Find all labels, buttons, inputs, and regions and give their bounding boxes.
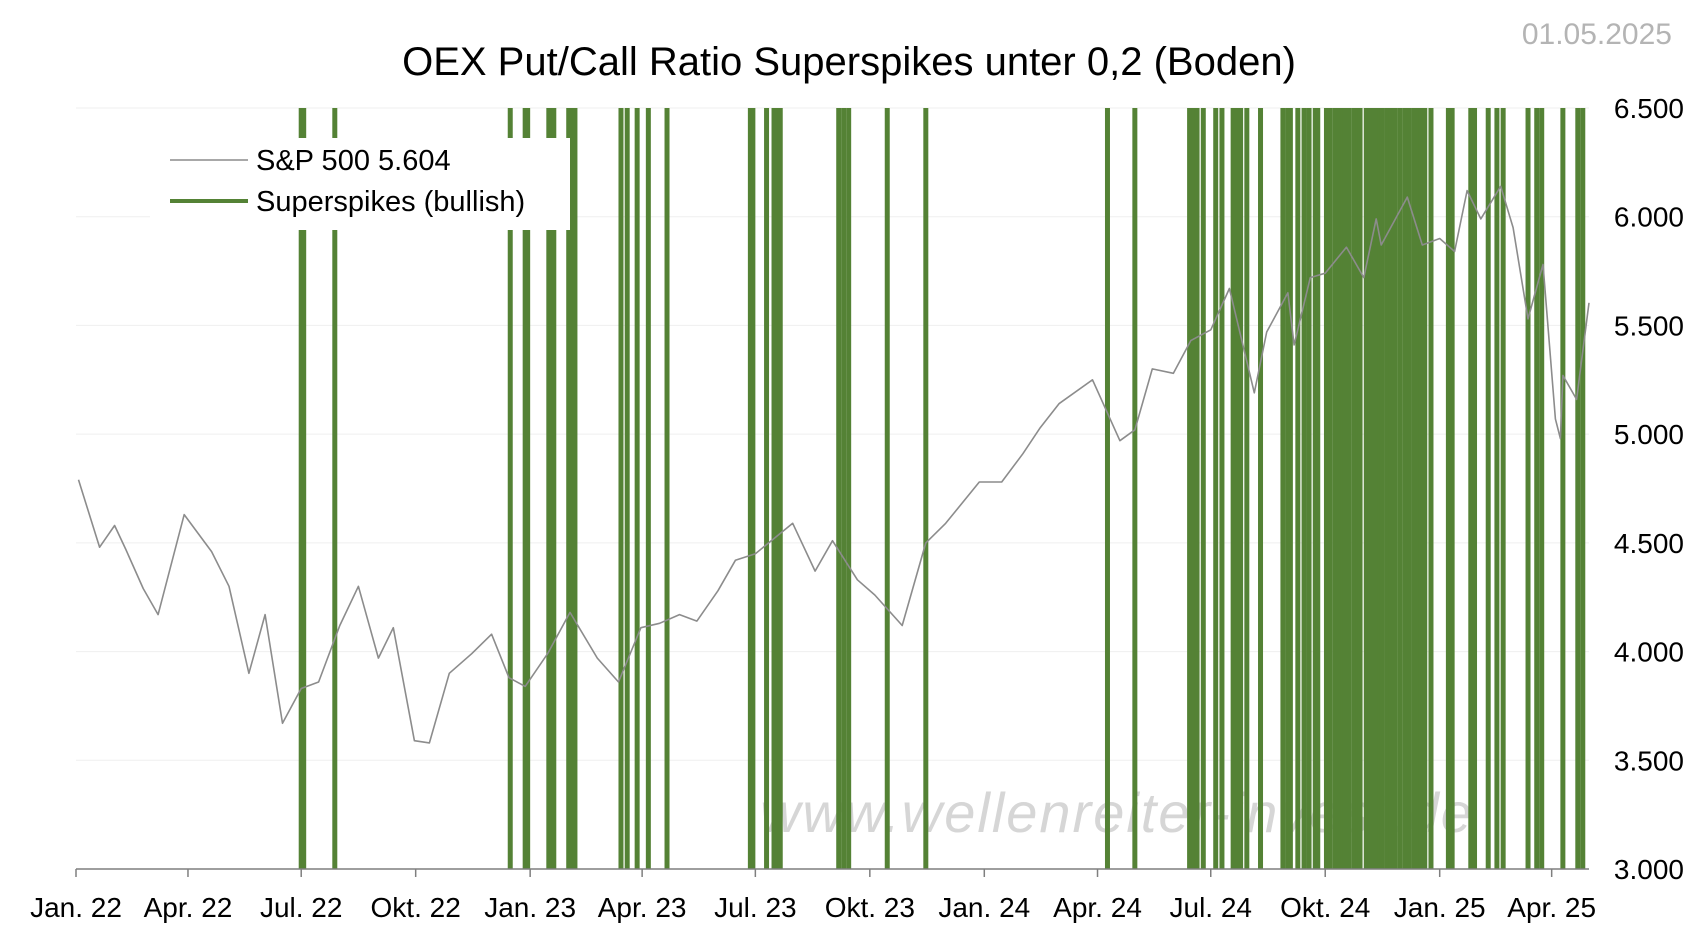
x-tick-label: Apr. 24 (1053, 892, 1142, 923)
y-tick-label: 6.000 (1614, 202, 1684, 233)
x-tick-label: Apr. 22 (144, 892, 233, 923)
y-axis-ticks: 3.000 3.500 4.000 4.500 5.000 5.500 6.000 6.500 (1614, 93, 1684, 885)
legend-label-superspikes: Superspikes (bullish) (256, 186, 525, 218)
y-tick-label: 6.500 (1614, 93, 1684, 124)
x-axis-ticks: Jan. 22 Apr. 22 Jul. 22 Okt. 22 Jan. 23 Apr. … (30, 869, 1596, 923)
x-tick-label: Jan. 24 (938, 892, 1030, 923)
y-tick-label: 5.000 (1614, 419, 1684, 450)
spike-series (298, 108, 1586, 869)
y-tick-label: 4.000 (1614, 637, 1684, 668)
x-tick-label: Apr. 23 (598, 892, 687, 923)
x-tick-label: Jul. 24 (1170, 892, 1253, 923)
x-tick-label: Jan. 23 (484, 892, 576, 923)
sp500-line (77, 185, 1590, 744)
y-tick-label: 3.500 (1614, 745, 1684, 776)
x-tick-label: Okt. 23 (825, 892, 915, 923)
chart-title: OEX Put/Call Ratio Superspikes unter 0,2… (402, 40, 1296, 84)
y-tick-label: 3.000 (1614, 854, 1684, 885)
x-tick-label: Jul. 22 (260, 892, 343, 923)
legend-background (150, 138, 570, 230)
y-tick-label: 4.500 (1614, 528, 1684, 559)
x-tick-label: Jul. 23 (714, 892, 797, 923)
legend: S&P 500 5.604 Superspikes (bullish) (150, 138, 570, 230)
legend-label-sp500: S&P 500 5.604 (256, 145, 451, 177)
x-tick-label: Okt. 24 (1280, 892, 1370, 923)
y-tick-label: 5.500 (1614, 310, 1684, 341)
x-tick-label: Jan. 25 (1394, 892, 1486, 923)
date-stamp: 01.05.2025 (1521, 18, 1672, 51)
x-tick-label: Apr. 25 (1507, 892, 1596, 923)
x-tick-label: Okt. 22 (371, 892, 461, 923)
x-tick-label: Jan. 22 (30, 892, 122, 923)
